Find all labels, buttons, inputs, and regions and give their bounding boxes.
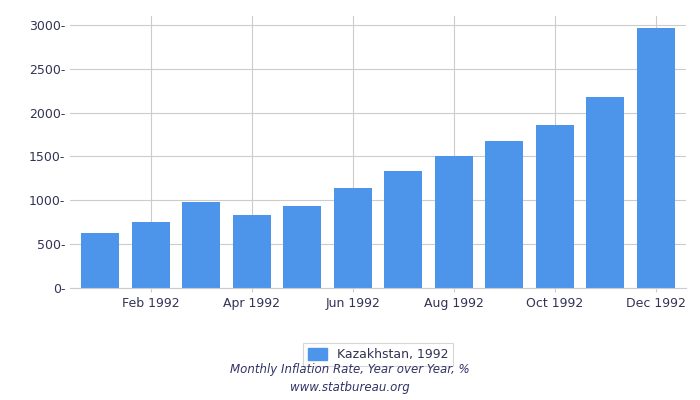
- Bar: [284, 206, 321, 288]
- Bar: [132, 222, 169, 288]
- Bar: [485, 142, 523, 288]
- Bar: [637, 28, 675, 288]
- Text: www.statbureau.org: www.statbureau.org: [290, 382, 410, 394]
- Bar: [587, 97, 624, 288]
- Text: Monthly Inflation Rate, Year over Year, %: Monthly Inflation Rate, Year over Year, …: [230, 364, 470, 376]
- Legend: Kazakhstan, 1992: Kazakhstan, 1992: [303, 343, 453, 366]
- Bar: [81, 233, 119, 288]
- Bar: [435, 156, 472, 288]
- Bar: [233, 215, 271, 288]
- Bar: [384, 171, 422, 288]
- Bar: [536, 125, 574, 288]
- Bar: [334, 188, 372, 288]
- Bar: [182, 202, 220, 288]
